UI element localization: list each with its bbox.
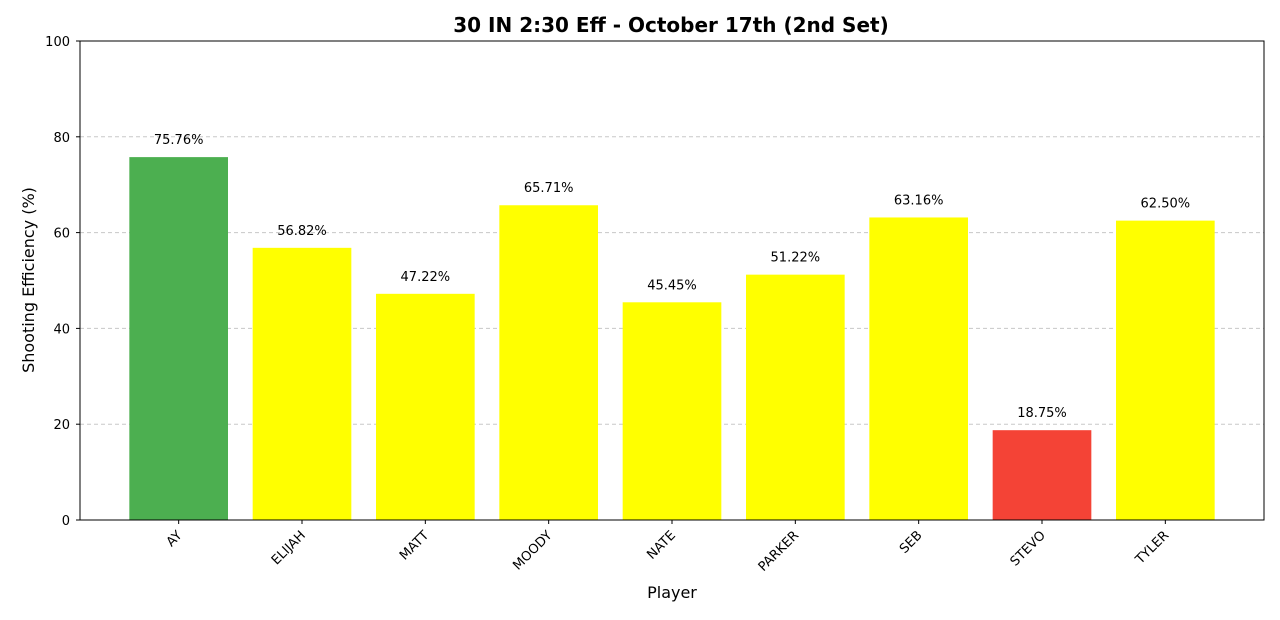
y-axis-label: Shooting Efficiency (%)	[19, 187, 38, 373]
bar	[252, 247, 352, 520]
bar	[869, 217, 968, 520]
x-tick-label: STEVO	[1008, 528, 1049, 569]
bar-value-label: 62.50%	[1141, 197, 1191, 212]
bars	[129, 157, 1215, 521]
bar-value-label: 56.82%	[277, 224, 327, 239]
y-tick-label: 100	[45, 35, 70, 50]
bar	[992, 430, 1092, 520]
bar-value-label: 75.76%	[154, 133, 204, 148]
y-tick-label: 80	[53, 131, 70, 146]
bar-value-label: 51.22%	[771, 251, 821, 266]
x-tick-label: MATT	[397, 528, 432, 563]
bar-value-label: 63.16%	[894, 193, 944, 208]
y-tick-label: 20	[53, 418, 70, 433]
bar	[129, 157, 228, 520]
x-tick-label: PARKER	[756, 528, 802, 574]
bar	[1116, 220, 1215, 520]
x-tick-label: ELIJAH	[269, 528, 309, 568]
bar	[376, 293, 475, 520]
x-tick-label: TYLER	[1132, 528, 1172, 568]
y-tick-label: 60	[53, 227, 70, 242]
bar	[622, 302, 722, 520]
bar-value-label: 45.45%	[647, 278, 697, 293]
x-tick-label: AY	[164, 528, 186, 550]
y-axis-ticks: 0 20 40 60 80 100	[45, 35, 80, 529]
x-tick-label: SEB	[897, 528, 926, 557]
x-axis-ticks: AY ELIJAH MATT MOODY NATE PARKER SEB STEVO TYLER	[164, 520, 1172, 575]
bar-value-label: 47.22%	[401, 270, 451, 285]
x-tick-label: MOODY	[510, 528, 555, 573]
x-axis-label: Player	[647, 583, 697, 602]
y-tick-label: 40	[53, 322, 70, 337]
data-labels: 75.76% 56.82% 47.22% 65.71% 45.45% 51.22% 63.1…	[154, 133, 1190, 421]
bar	[499, 205, 598, 521]
bar-value-label: 18.75%	[1017, 406, 1067, 421]
bar-value-label: 65.71%	[524, 181, 574, 196]
chart-title: 30 IN 2:30 Eff - October 17th (2nd Set)	[453, 13, 888, 37]
bar	[746, 274, 845, 520]
x-tick-label: NATE	[644, 528, 678, 562]
y-tick-label: 0	[62, 514, 70, 529]
